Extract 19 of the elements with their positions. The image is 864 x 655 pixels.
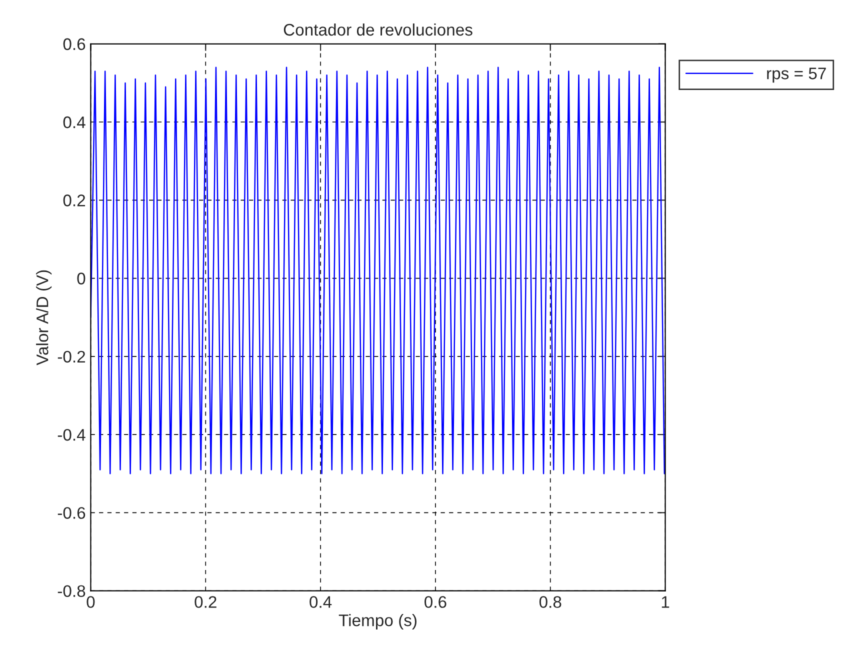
y-axis-title: Valor A/D (V)	[36, 270, 52, 366]
x-tick-label: 0.4	[310, 596, 332, 608]
chart-title: Contador de revoluciones	[284, 23, 472, 36]
y-tick-label: 0	[77, 272, 86, 284]
x-tick-label: 0.6	[424, 596, 446, 608]
y-tick-label: -0.4	[58, 428, 86, 441]
x-tick-label: 0.2	[194, 596, 216, 608]
line-series	[90, 66, 666, 474]
x-tick-label: 1	[662, 596, 670, 608]
legend-label: rps = 57	[767, 68, 826, 83]
y-tick-label: -0.8	[58, 585, 86, 598]
y-tick-label: -0.2	[58, 350, 86, 363]
y-tick-label: -0.6	[58, 507, 86, 519]
x-axis-title: Tiempo (s)	[338, 614, 416, 630]
x-tick-label: 0.8	[539, 596, 562, 608]
y-tick-label: 0.6	[63, 38, 86, 50]
y-tick-label: 0.2	[63, 194, 86, 206]
y-tick-label: 0.4	[63, 116, 86, 128]
x-tick-label: 0	[86, 596, 95, 608]
